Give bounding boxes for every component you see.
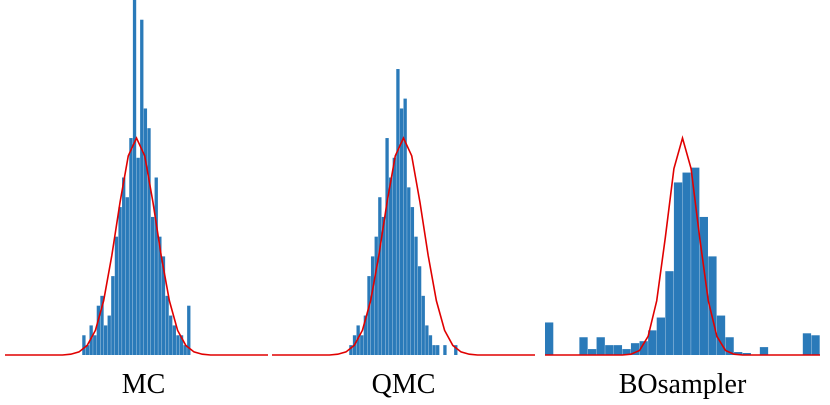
histogram-bar xyxy=(158,236,162,355)
histogram-bar xyxy=(122,177,126,355)
histogram-bar xyxy=(425,325,429,355)
histogram-bar xyxy=(545,322,554,355)
histogram-bar xyxy=(360,335,364,355)
histogram-bar xyxy=(392,157,396,355)
histogram-bar xyxy=(183,345,187,355)
histogram-bar xyxy=(811,335,820,355)
histogram-bar xyxy=(622,349,631,355)
density-curve xyxy=(545,135,820,356)
histogram-bar xyxy=(140,19,144,355)
histogram-bar xyxy=(407,187,411,355)
histogram-bar xyxy=(759,347,769,355)
histogram-bar xyxy=(630,343,640,355)
histogram-bar xyxy=(363,315,368,355)
histogram-bar xyxy=(132,0,137,355)
density-curve xyxy=(272,136,535,356)
density-curve xyxy=(5,136,268,356)
histogram-bar xyxy=(579,337,588,355)
histogram-bar xyxy=(356,325,360,355)
histogram-bar xyxy=(129,138,133,355)
histogram-bar xyxy=(179,335,184,355)
histogram-bar xyxy=(802,333,812,355)
histogram-bar xyxy=(169,315,173,355)
histogram-bar xyxy=(389,177,393,355)
histogram-bar xyxy=(143,108,148,355)
panel-label: QMC xyxy=(372,369,436,400)
histogram-bar xyxy=(396,69,400,356)
histogram-bar xyxy=(639,341,648,355)
histogram-bar xyxy=(125,197,129,355)
histogram-bar xyxy=(187,305,191,355)
histogram-bar xyxy=(725,337,734,355)
histogram-bar xyxy=(691,167,700,355)
histogram-bar xyxy=(136,157,140,355)
histogram-bar xyxy=(89,325,93,355)
histogram-bar xyxy=(349,345,353,355)
histogram-bar xyxy=(93,335,97,355)
histogram-bar xyxy=(605,345,614,355)
histogram-bar xyxy=(367,276,371,355)
histogram-bar xyxy=(176,335,180,355)
histogram-bar xyxy=(381,216,386,355)
histogram-bar xyxy=(154,177,158,355)
histogram-bar xyxy=(417,266,422,355)
histogram-bar xyxy=(103,325,108,355)
histogram-bar xyxy=(150,216,155,355)
histogram-bar xyxy=(165,295,169,355)
histogram-bar xyxy=(414,236,418,355)
histogram-bar xyxy=(673,182,683,355)
histogram-bar xyxy=(587,349,597,355)
histogram-bar xyxy=(378,197,382,355)
histogram-bar xyxy=(172,325,176,355)
histogram-bar xyxy=(147,128,151,355)
histogram-bar xyxy=(410,207,415,355)
histogram-bar xyxy=(613,345,623,355)
histogram-bar xyxy=(734,352,743,355)
histogram-bar xyxy=(114,236,119,355)
histogram-bar xyxy=(385,138,389,355)
histogram-bar xyxy=(403,98,407,355)
panel-label: BOsampler xyxy=(619,369,747,400)
histogram-bar xyxy=(742,353,751,355)
histogram-bar xyxy=(656,317,666,355)
histogram-bar xyxy=(428,335,433,355)
histogram-bar xyxy=(682,172,691,355)
histogram-bar xyxy=(82,335,86,355)
histogram-bar xyxy=(708,256,717,355)
histogram-bar xyxy=(436,345,440,355)
histogram-bar xyxy=(107,315,111,355)
histogram-bar xyxy=(596,337,605,355)
histogram-bar xyxy=(96,305,101,355)
histogram-bar xyxy=(421,295,425,355)
histogram-bar xyxy=(648,330,657,355)
histogram-bar xyxy=(370,256,375,355)
histogram-bar xyxy=(118,207,122,355)
histogram-bar xyxy=(665,271,674,355)
histogram-bar xyxy=(374,236,378,355)
histogram-bar xyxy=(699,216,708,355)
histogram-bar xyxy=(399,108,404,355)
histogram-bar xyxy=(716,315,726,355)
histogram-bar xyxy=(85,345,90,355)
panel-label: MC xyxy=(122,369,166,400)
histogram-bar xyxy=(161,256,166,355)
histogram-bar xyxy=(443,345,447,355)
histogram-bar xyxy=(432,345,436,355)
histogram-bar xyxy=(111,276,115,355)
histogram-bar xyxy=(100,295,104,355)
histogram-bar xyxy=(454,345,458,355)
